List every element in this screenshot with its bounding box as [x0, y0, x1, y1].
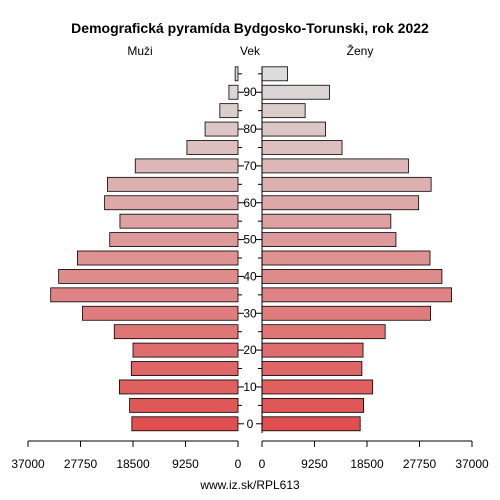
female-bar	[261, 176, 432, 192]
male-bars	[50, 66, 239, 432]
female-bar	[261, 287, 452, 303]
female-bar	[261, 232, 397, 247]
male-bar	[234, 66, 239, 82]
male-bar	[119, 213, 239, 229]
male-bar	[76, 250, 239, 266]
age-tick-label: 60	[243, 196, 257, 210]
female-bar	[261, 416, 361, 432]
female-x-tick-label: 0	[259, 457, 266, 471]
female-bar	[261, 361, 363, 376]
female-bar	[261, 158, 409, 174]
male-x-tick-label: 27750	[64, 457, 98, 471]
female-bar	[261, 379, 374, 395]
female-bar	[261, 305, 431, 321]
male-bar	[132, 342, 239, 358]
age-tick-label: 50	[243, 233, 257, 247]
male-bar	[228, 84, 239, 100]
age-tick-label: 40	[243, 269, 257, 283]
female-bar	[261, 121, 326, 137]
male-bar	[82, 305, 239, 321]
female-bar	[261, 269, 443, 284]
age-tick-label: 30	[243, 306, 257, 320]
female-bar	[261, 250, 431, 266]
age-tick-label: 80	[243, 122, 257, 136]
age-axis-label: Vek	[240, 44, 261, 58]
female-x-tick-label: 18500	[350, 457, 384, 471]
age-tick-label: 70	[243, 159, 257, 173]
male-bar	[129, 397, 239, 413]
age-tick-label: 10	[243, 380, 257, 394]
female-bar	[261, 397, 364, 413]
female-bars	[261, 66, 452, 432]
male-x-tick-label: 9250	[172, 457, 199, 471]
male-bar	[219, 103, 239, 119]
male-label: Muži	[127, 44, 152, 58]
female-bar	[261, 66, 288, 82]
age-tick-label: 0	[247, 417, 254, 431]
age-tick-label: 20	[243, 343, 257, 357]
male-x-tick-label: 37000	[11, 457, 45, 471]
female-x-tick-label: 37000	[455, 457, 489, 471]
male-x-tick-label: 18500	[116, 457, 150, 471]
female-bar	[261, 84, 330, 100]
female-bar	[261, 213, 392, 229]
male-bar	[204, 121, 239, 137]
male-bar	[107, 176, 239, 192]
female-bar	[261, 342, 364, 358]
male-bar	[109, 232, 239, 247]
male-bar	[118, 379, 239, 395]
source-footer: www.iz.sk/RPL613	[199, 478, 300, 492]
female-label: Ženy	[347, 43, 374, 58]
female-x-tick-label: 27750	[403, 457, 437, 471]
male-x-tick-label: 0	[235, 457, 242, 471]
female-x-tick-label: 9250	[301, 457, 328, 471]
male-bar	[104, 195, 239, 211]
male-bar	[50, 287, 239, 303]
female-bar	[261, 324, 386, 340]
age-tick-label: 90	[243, 85, 257, 99]
female-bar	[261, 103, 306, 119]
male-bar	[131, 416, 239, 432]
chart-title: Demografická pyramída Bydgosko-Torunski,…	[71, 20, 429, 36]
female-bar	[261, 140, 343, 155]
male-bar	[186, 140, 239, 155]
male-bar	[58, 269, 239, 284]
male-bar	[113, 324, 239, 340]
female-bar	[261, 195, 420, 211]
male-bar	[130, 361, 239, 376]
male-bar	[134, 158, 239, 174]
axes: 0 10 20 30 40 50 60 70 80 90 37000 27750 18500 9250 0 0…	[11, 67, 489, 471]
